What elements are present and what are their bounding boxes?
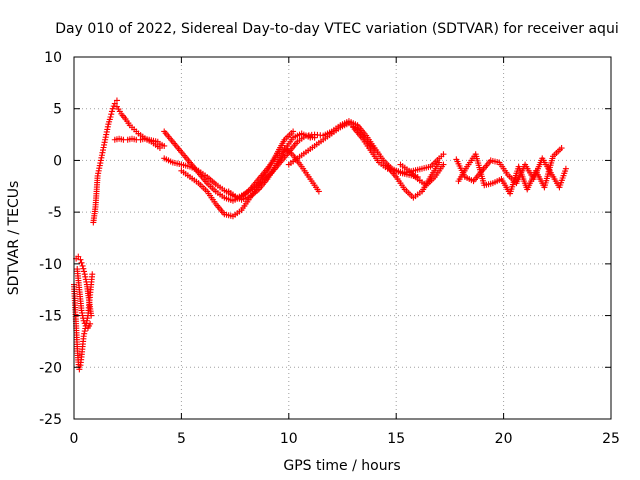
data-point [78,259,85,266]
x-tick-label: 5 [177,431,186,447]
y-axis-label: SDTVAR / TECUs [6,181,22,296]
data-point [315,188,322,195]
y-tick-label: -5 [48,205,62,221]
data-point [108,111,115,118]
x-tick-label: 0 [70,431,79,447]
y-tick-label: -25 [39,412,62,428]
y-tick-label: -10 [39,257,62,273]
data-points [71,97,569,373]
data-point [558,145,565,152]
y-tick-label: -15 [39,309,62,325]
x-tick-label: 25 [602,431,620,447]
y-tick-label: 5 [53,102,62,118]
data-point [436,159,443,166]
y-tick-label: 10 [44,50,62,66]
data-point [108,108,115,115]
data-point [440,151,447,158]
data-point [89,271,96,278]
data-point [562,165,569,172]
data-point [79,262,86,269]
data-point [440,161,447,168]
data-point [80,265,87,272]
data-point [107,113,114,120]
x-tick-label: 10 [280,431,298,447]
y-tick-label: -20 [39,360,62,376]
data-point [87,320,94,327]
chart-title: Day 010 of 2022, Sidereal Day-to-day VTE… [55,21,618,37]
data-point [77,256,84,263]
x-axis-label: GPS time / hours [283,458,400,474]
y-tick-label: 0 [53,153,62,169]
data-point [113,97,120,104]
data-point [88,312,95,319]
grid-layer [74,57,611,419]
data-point [109,105,116,112]
data-point [75,253,82,260]
data-point [81,268,88,275]
data-point [290,128,297,135]
data-point [161,142,168,149]
x-tick-label: 15 [387,431,405,447]
x-tick-label: 20 [495,431,513,447]
data-point [111,100,118,107]
plot-frame [73,56,612,420]
data-point [81,320,88,327]
data-point [80,317,87,324]
axis-ticks: 0 5 10 15 20 25 -25 -20 -15 -10 -5 0 5 10 [39,50,620,447]
